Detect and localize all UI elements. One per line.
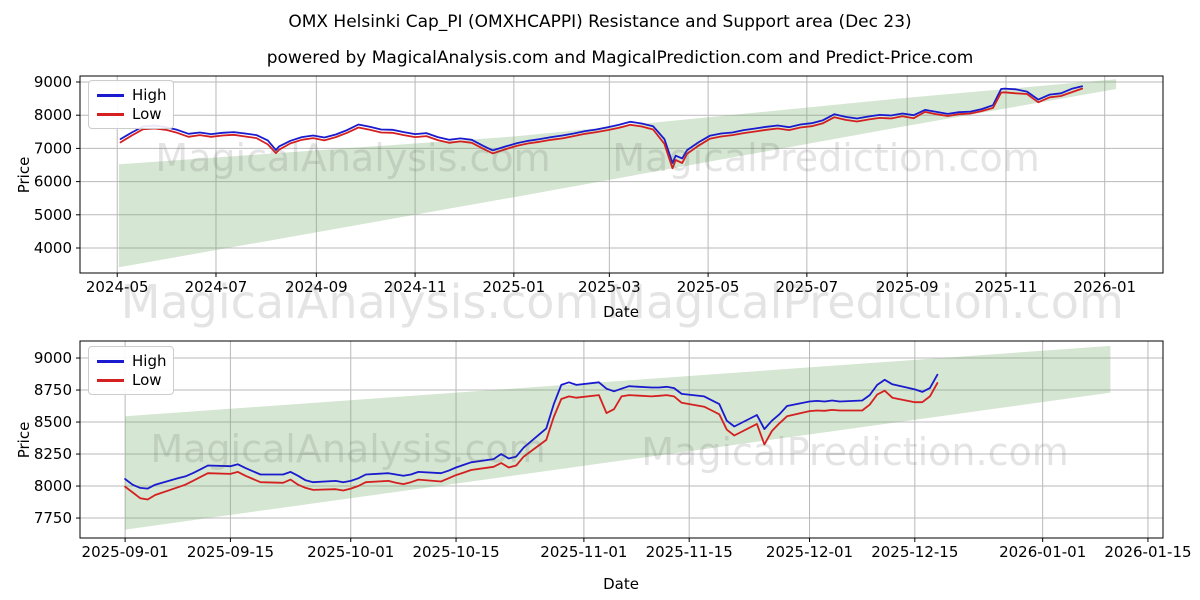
detail-chart: 2025-09-01 2025-09-15 2025-10-01 2025-10-15… bbox=[34, 340, 1192, 561]
y-tick-label: 9000 bbox=[34, 73, 72, 91]
x-tick-label: 2025-05 bbox=[677, 278, 740, 296]
x-tick-label: 2024-09 bbox=[285, 278, 348, 296]
x-tick-label: 2026-01-15 bbox=[1104, 543, 1191, 561]
plot-frame bbox=[79, 75, 1164, 274]
x-tick-label: 2024-07 bbox=[185, 278, 248, 296]
chart-title: OMX Helsinki Cap_PI (OMXHCAPPI) Resistan… bbox=[288, 12, 912, 32]
x-tick-label: 2025-07 bbox=[776, 278, 839, 296]
legend-item-high: High bbox=[97, 86, 167, 105]
x-tick-label: 2025-09-01 bbox=[82, 543, 169, 561]
legend-label-high: High bbox=[132, 352, 167, 370]
low-line-swatch bbox=[97, 379, 124, 382]
y-tick-label: 8750 bbox=[34, 381, 72, 399]
x-tick-label: 2025-11 bbox=[975, 278, 1038, 296]
x-tick-label: 2025-11-15 bbox=[646, 543, 733, 561]
top-y-axis-label: Price bbox=[15, 156, 33, 194]
bottom-x-axis-label: Date bbox=[603, 575, 639, 593]
y-tick-label: 7750 bbox=[34, 509, 72, 527]
support-resistance-band bbox=[125, 345, 1111, 530]
x-tick-label: 2025-10-01 bbox=[307, 543, 394, 561]
y-tick-label: 8000 bbox=[34, 106, 72, 124]
x-tick-label: 2025-12-01 bbox=[766, 543, 853, 561]
bottom-chart-legend: High Low bbox=[88, 346, 174, 395]
x-tick-label: 2024-11 bbox=[384, 278, 447, 296]
gridlines bbox=[80, 76, 1163, 273]
y-tick-label: 6000 bbox=[34, 173, 72, 191]
x-tick-label: 2025-09-15 bbox=[187, 543, 274, 561]
y-tick-label: 8000 bbox=[34, 477, 72, 495]
legend-label-low: Low bbox=[132, 105, 162, 123]
x-tick-label: 2026-01 bbox=[1073, 278, 1136, 296]
legend-label-low: Low bbox=[132, 371, 162, 389]
y-tick-label: 7000 bbox=[34, 139, 72, 157]
y-tick-label: 4000 bbox=[34, 239, 72, 257]
x-tick-label: 2025-12-15 bbox=[871, 543, 958, 561]
x-tick-label: 2024-05 bbox=[86, 278, 149, 296]
tick-labels: 2024-05 2024-07 2024-09 2024-11 2025-01 2025-… bbox=[34, 73, 1136, 296]
support-resistance-band bbox=[118, 79, 1117, 268]
x-tick-label: 2025-01 bbox=[483, 278, 546, 296]
axis-ticks bbox=[76, 357, 1149, 542]
y-tick-label: 5000 bbox=[34, 206, 72, 224]
bottom-y-axis-label: Price bbox=[15, 421, 33, 459]
low-line bbox=[124, 382, 939, 501]
low-line-swatch bbox=[97, 113, 124, 116]
high-line bbox=[119, 85, 1083, 164]
legend-item-high: High bbox=[97, 352, 167, 371]
legend-item-low: Low bbox=[97, 371, 165, 390]
top-x-axis-label: Date bbox=[603, 303, 639, 321]
x-tick-label: 2025-11-01 bbox=[540, 543, 627, 561]
overview-chart: 2024-05 2024-07 2024-09 2024-11 2025-01 2025-… bbox=[34, 73, 1164, 296]
gridlines bbox=[80, 341, 1163, 538]
legend-label-high: High bbox=[132, 86, 167, 104]
y-tick-label: 9000 bbox=[34, 349, 72, 367]
y-tick-label: 8500 bbox=[34, 413, 72, 431]
x-tick-label: 2025-10-15 bbox=[412, 543, 499, 561]
top-chart-legend: High Low bbox=[88, 80, 174, 129]
y-tick-label: 8250 bbox=[34, 445, 72, 463]
axis-ticks bbox=[76, 81, 1106, 277]
x-tick-label: 2025-03 bbox=[578, 278, 641, 296]
x-tick-label: 2026-01-01 bbox=[999, 543, 1086, 561]
legend-item-low: Low bbox=[97, 105, 165, 124]
high-line bbox=[124, 373, 939, 490]
plot-frame bbox=[79, 340, 1164, 539]
high-line-swatch bbox=[97, 360, 124, 363]
low-line bbox=[119, 87, 1083, 170]
chart-subtitle: powered by MagicalAnalysis.com and Magic… bbox=[266, 48, 974, 68]
high-line-swatch bbox=[97, 94, 124, 97]
tick-labels: 2025-09-01 2025-09-15 2025-10-01 2025-10-15… bbox=[34, 349, 1192, 561]
x-tick-label: 2025-09 bbox=[876, 278, 939, 296]
